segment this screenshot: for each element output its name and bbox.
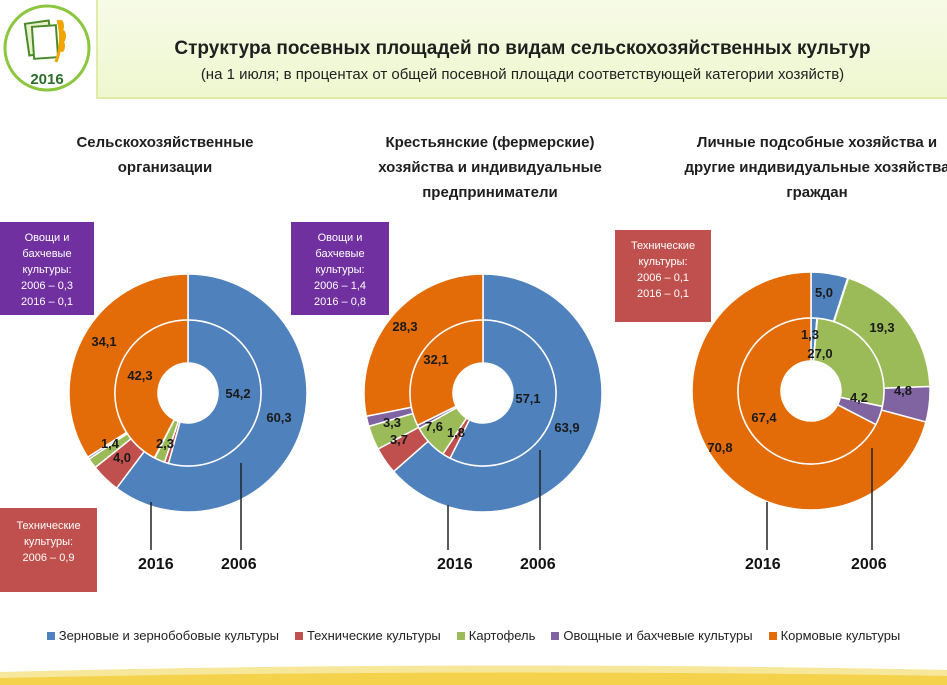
note-line: бахчевые: [22, 248, 72, 260]
census-logo: 2016: [3, 4, 91, 92]
legend-swatch: [294, 631, 303, 640]
legend-item-grain: Зерновые и зернобобовые культуры: [46, 628, 279, 643]
legend-swatch: [768, 631, 777, 640]
year-label-outer: 2006: [851, 556, 887, 573]
year-label-outer: 2006: [221, 556, 257, 573]
year-label-inner: 2016: [745, 556, 781, 573]
data-label: 67,4: [751, 410, 777, 425]
chart1-title: Сельскохозяйственные организации: [76, 134, 254, 176]
donut-slice-inner-2: [812, 317, 885, 408]
data-label: 57,1: [515, 391, 540, 406]
legend-item-vegetables: Овощные и бахчевые культуры: [551, 628, 753, 643]
data-label: 54,2: [225, 386, 250, 401]
legend-label: Технические культуры: [306, 628, 441, 643]
year-label-inner: 2016: [437, 556, 473, 573]
data-label: 28,3: [392, 319, 417, 334]
data-label: 34,1: [91, 334, 116, 349]
data-label: 4,8: [894, 383, 912, 398]
note-line: культуры:: [638, 256, 688, 268]
data-label: 5,0: [815, 285, 833, 300]
year-label-outer: 2006: [520, 556, 556, 573]
legend-item-technical: Технические культуры: [294, 628, 441, 643]
page-title: Структура посевных площадей по видам сел…: [174, 38, 871, 59]
footer-decoration: [0, 665, 947, 685]
note-line: 2006 – 0,9: [22, 552, 75, 564]
data-label: 60,3: [266, 410, 291, 425]
note-line: культуры:: [23, 536, 74, 548]
note-org-technical: Технические культуры: 2006 – 0,9: [0, 508, 97, 592]
legend-label: Овощные и бахчевые культуры: [563, 628, 753, 643]
data-label: 32,1: [423, 352, 448, 367]
year-label-inner: 2016: [138, 556, 174, 573]
note-line: культуры:: [22, 264, 72, 276]
data-label: 27,0: [807, 346, 832, 361]
note-line: Овощи и: [24, 232, 70, 244]
data-label: 1,4: [101, 436, 120, 451]
legend-swatch: [46, 631, 55, 640]
note-line: Овощи и: [317, 232, 363, 244]
note-line: 2016 – 0,8: [314, 296, 366, 308]
legend-item-fodder: Кормовые культуры: [768, 628, 901, 643]
data-label: 3,7: [390, 432, 408, 447]
note-line: 2006 – 1,4: [314, 280, 366, 292]
data-label: 19,3: [869, 320, 894, 335]
legend-label: Кормовые культуры: [780, 628, 901, 643]
page-subtitle: (на 1 июля; в процентах от общей посевно…: [200, 66, 845, 83]
note-line: бахчевые: [315, 248, 365, 260]
note-line: культуры:: [315, 264, 365, 276]
donut-hole: [781, 361, 841, 421]
donut-hole: [158, 363, 218, 423]
data-label: 2,3: [156, 436, 174, 451]
note-line: 2006 – 0,3: [21, 280, 73, 292]
data-label: 3,3: [383, 415, 401, 430]
chart-legend: Зерновые и зернобобовые культуры Техниче…: [0, 628, 947, 643]
note-line: 2016 – 0,1: [637, 288, 689, 300]
note-line: 2016 – 0,1: [21, 296, 73, 308]
data-label: 7,6: [425, 419, 443, 434]
data-label: 70,8: [707, 440, 732, 455]
data-label: 4,2: [850, 390, 868, 405]
note-line: 2006 – 0,1: [637, 272, 689, 284]
donut-slice-inner-4: [737, 317, 877, 465]
legend-label: Зерновые и зернобобовые культуры: [58, 628, 279, 643]
donut-charts: 60,3 4,01,4 34,1 54,2 2,3 42,3 63,9 3,7 3,3 28,3 5…: [68, 271, 931, 550]
data-label: 1,3: [801, 327, 819, 342]
legend-label: Картофель: [468, 628, 536, 643]
legend-item-potato: Картофель: [456, 628, 536, 643]
note-org-vegetables: Овощи и бахчевые культуры: 2006 – 0,3 20…: [0, 222, 94, 315]
header-banner: Структура посевных площадей по видам сел…: [96, 0, 947, 99]
note-line: Технические: [630, 240, 696, 252]
note-farm-vegetables: Овощи и бахчевые культуры: 2006 – 1,4 20…: [291, 222, 389, 315]
data-label: 4,0: [113, 450, 131, 465]
data-label: 1,8: [447, 425, 465, 440]
data-label: 42,3: [127, 368, 152, 383]
note-household-technical: Технические культуры: 2006 – 0,1 2016 – …: [615, 230, 711, 322]
svg-text:2016: 2016: [30, 71, 63, 88]
chart2-title: Крестьянские (фермерские) хозяйства и ин…: [378, 134, 602, 201]
data-label: 63,9: [554, 420, 579, 435]
chart3-title: Личные подсобные хозяйства и другие инди…: [684, 134, 947, 201]
legend-swatch: [551, 631, 560, 640]
donut-hole: [453, 363, 513, 423]
note-line: Технические: [16, 520, 81, 532]
legend-swatch: [456, 631, 465, 640]
